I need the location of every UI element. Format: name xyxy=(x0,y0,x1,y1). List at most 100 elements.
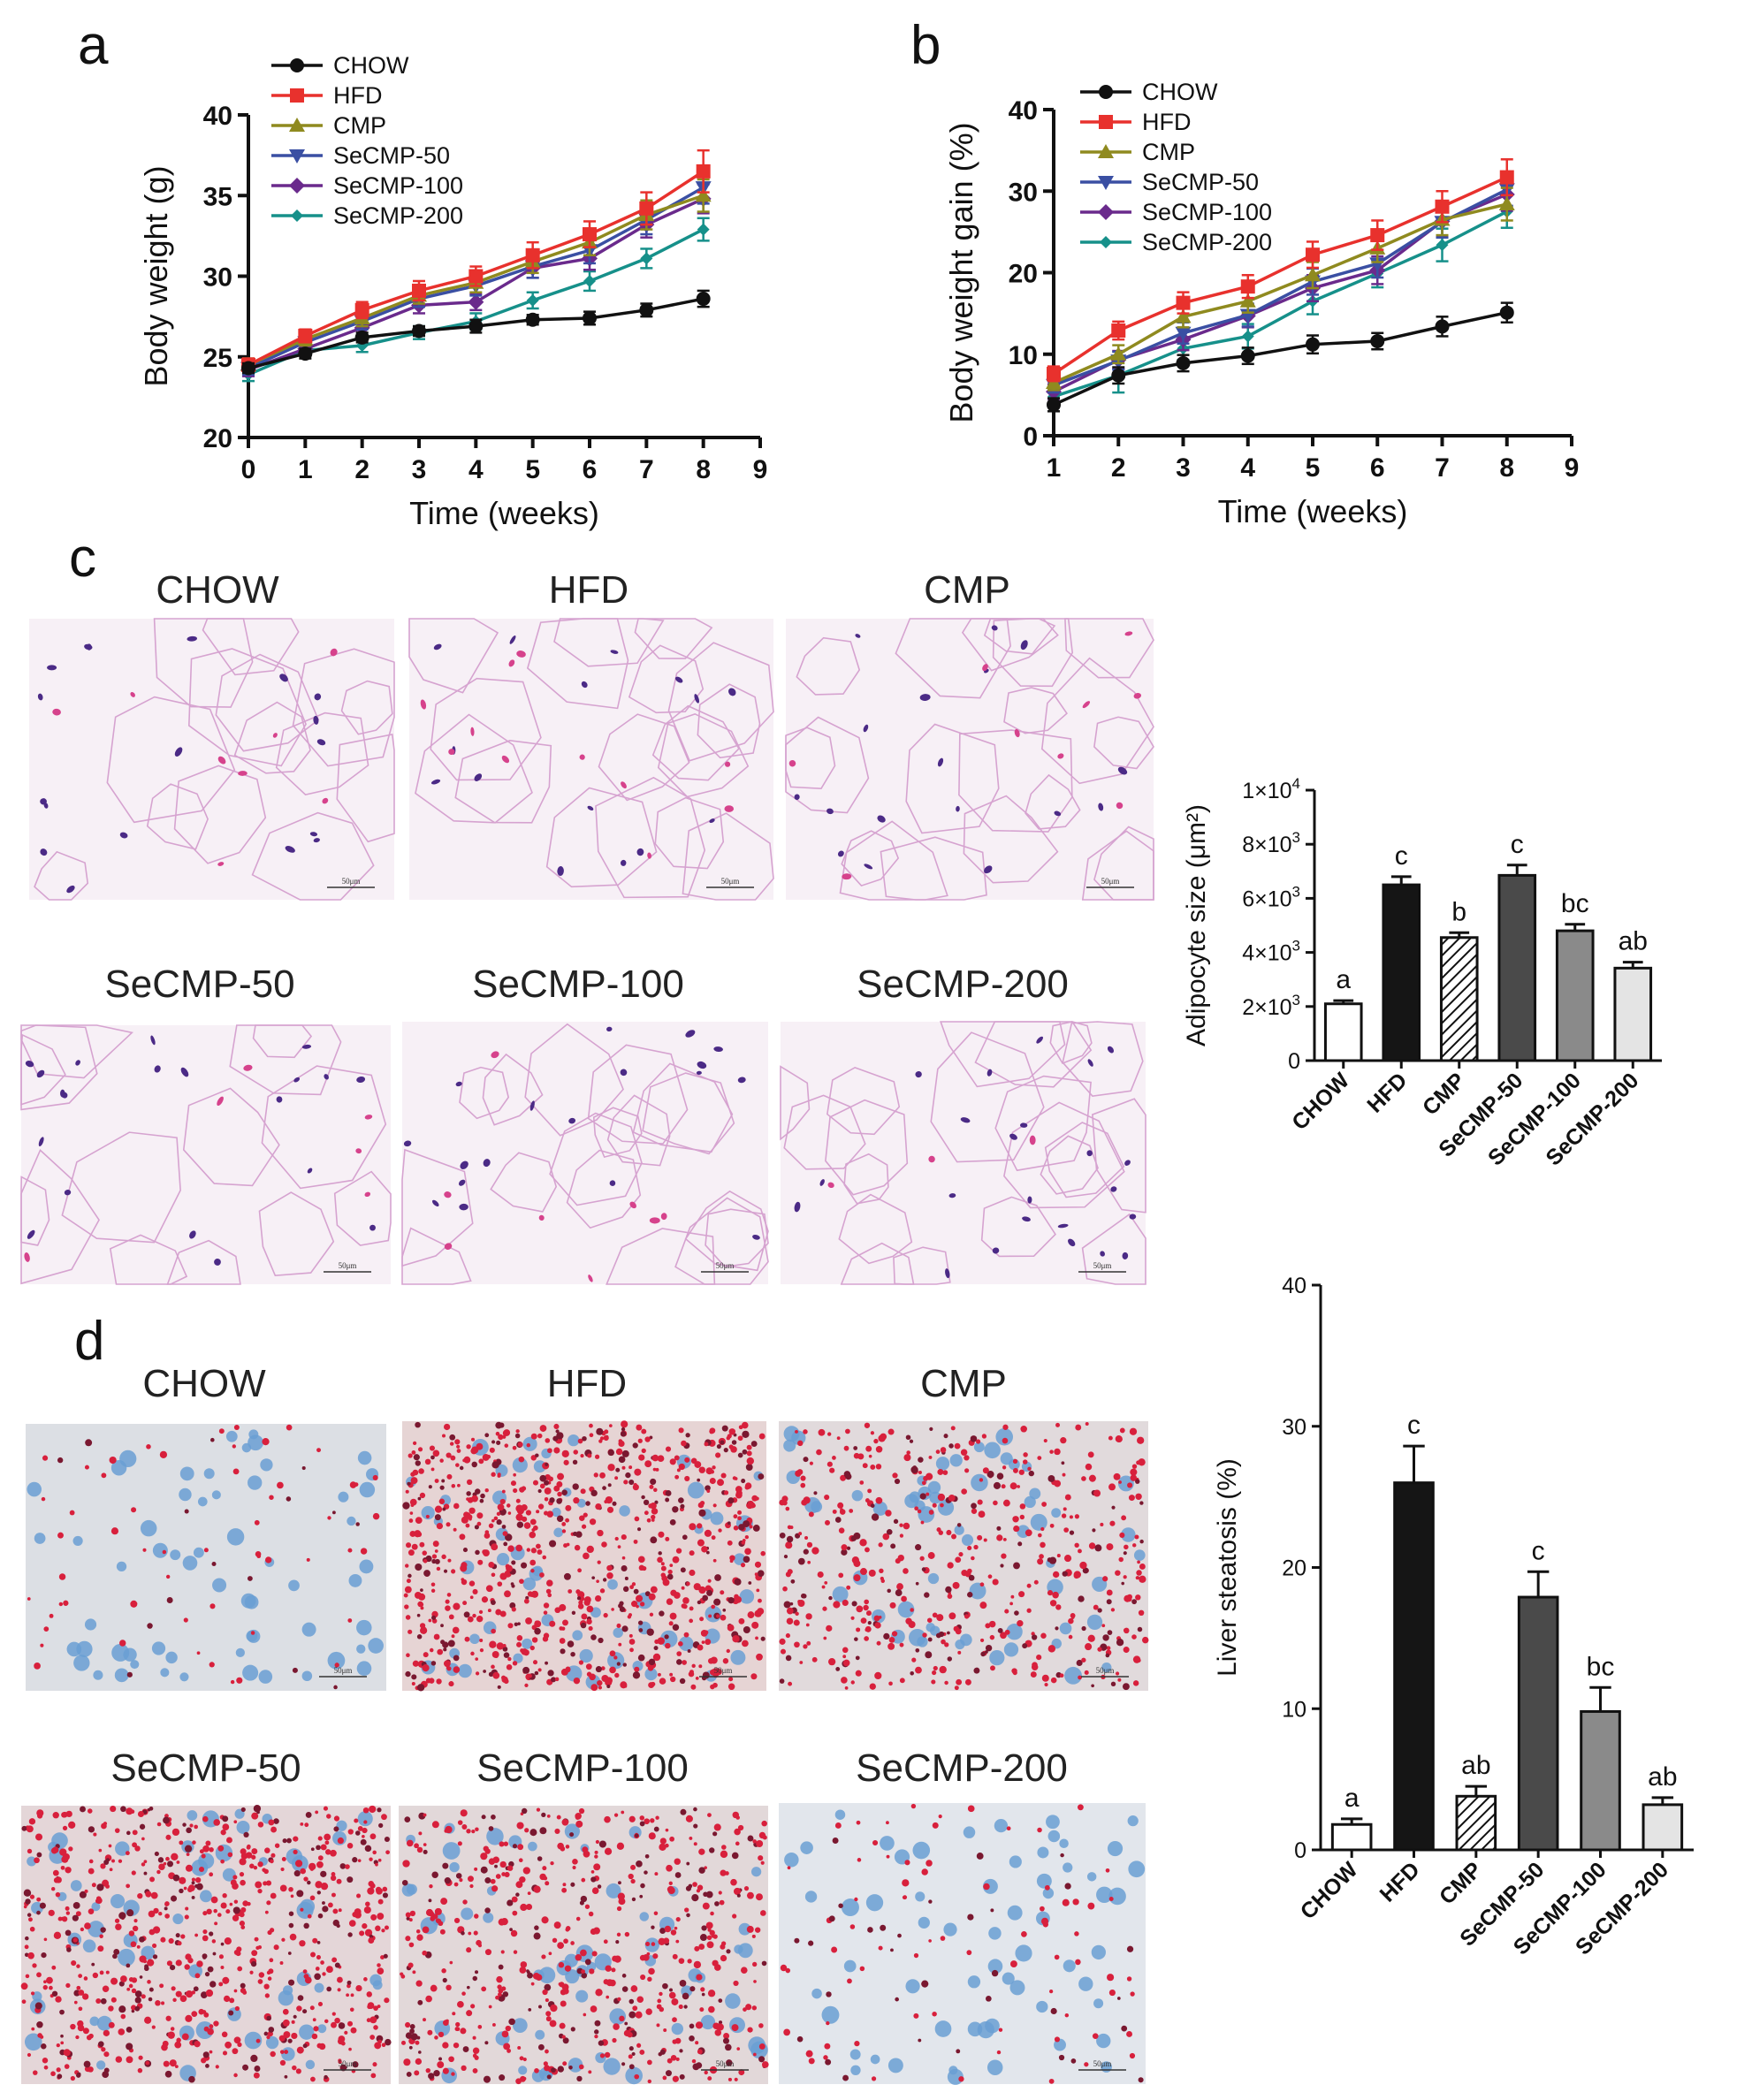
lipid-droplet xyxy=(184,1964,190,1970)
nucleus xyxy=(709,818,715,824)
lipid-droplet xyxy=(860,1617,867,1624)
lipid-droplet xyxy=(663,2028,667,2032)
lipid-droplet xyxy=(120,2013,126,2020)
nucleus xyxy=(621,859,627,866)
hepatocyte-nucleus xyxy=(301,1670,313,1682)
lipid-droplet xyxy=(831,1946,838,1953)
lipid-droplet xyxy=(632,1671,641,1679)
lipid-droplet xyxy=(181,2033,189,2041)
lipid-droplet xyxy=(282,2008,289,2015)
lipid-droplet xyxy=(952,1581,960,1589)
lipid-droplet xyxy=(967,1805,975,1813)
lipid-droplet xyxy=(878,1945,883,1951)
lipid-droplet xyxy=(97,1945,104,1952)
lipid-droplet xyxy=(701,1546,708,1553)
nucleus xyxy=(431,1199,439,1207)
lipid-droplet xyxy=(489,1447,495,1453)
micrograph-label-hfd: HFD xyxy=(549,568,628,612)
micrograph-tile: 50μm xyxy=(20,1024,392,1285)
lipid-droplet xyxy=(438,2057,442,2061)
lipid-droplet xyxy=(154,1851,159,1857)
lipid-droplet xyxy=(406,1916,410,1921)
hepatocyte-nucleus xyxy=(613,1627,623,1639)
lipid-droplet xyxy=(742,1449,748,1455)
lipid-droplet xyxy=(590,2005,598,2012)
lipid-droplet xyxy=(498,1992,502,1997)
hepatocyte-nucleus xyxy=(116,1561,127,1572)
data-point-hfd xyxy=(525,247,540,262)
significance-letter: c xyxy=(1407,1411,1421,1440)
lipid-droplet xyxy=(646,1518,651,1523)
hepatocyte-nucleus xyxy=(1096,2033,1111,2049)
lipid-droplet xyxy=(655,1815,659,1820)
adipocyte-outline xyxy=(109,1234,188,1285)
lipid-droplet xyxy=(570,2027,575,2032)
lipid-droplet xyxy=(797,1440,804,1447)
lipid-droplet xyxy=(1040,1526,1045,1532)
lipid-droplet xyxy=(634,1516,640,1522)
bar-cmp xyxy=(1455,1794,1497,1852)
lipid-droplet xyxy=(550,1860,554,1866)
lipid-droplet xyxy=(674,1872,682,1878)
lipid-droplet xyxy=(665,1642,671,1649)
hepatocyte-nucleus xyxy=(1009,1855,1022,1868)
lipid-droplet xyxy=(490,1878,496,1884)
lipid-droplet xyxy=(737,1516,742,1521)
lipid-droplet xyxy=(759,1910,766,1916)
lipid-droplet xyxy=(102,1985,110,1993)
lipid-droplet xyxy=(618,1898,626,1906)
lipid-droplet xyxy=(472,2053,477,2058)
lipid-droplet xyxy=(758,2056,766,2063)
nucleus xyxy=(276,1096,283,1103)
hepatocyte-nucleus xyxy=(737,1943,753,1959)
lipid-droplet xyxy=(1113,1472,1121,1480)
lipid-droplet xyxy=(685,1815,693,1822)
lipid-droplet xyxy=(416,1634,423,1640)
lipid-droplet xyxy=(442,2067,449,2074)
lipid-droplet xyxy=(125,1851,130,1856)
lipid-droplet xyxy=(577,1438,583,1444)
lipid-droplet xyxy=(366,2018,371,2023)
lipid-droplet xyxy=(709,1428,714,1434)
lipid-droplet xyxy=(639,1954,646,1961)
lipid-droplet xyxy=(1130,1468,1138,1476)
lipid-droplet xyxy=(1043,1438,1047,1443)
lipid-droplet xyxy=(1028,1470,1034,1477)
lipid-droplet xyxy=(1088,1474,1096,1482)
lipid-droplet xyxy=(1123,1575,1127,1579)
hepatocyte-nucleus xyxy=(182,1556,198,1571)
lipid-droplet xyxy=(284,2074,288,2079)
lipid-droplet xyxy=(230,1679,235,1685)
lipid-droplet xyxy=(163,1861,167,1866)
lipid-droplet xyxy=(795,1430,798,1434)
lipid-droplet xyxy=(779,1678,785,1684)
lipid-droplet xyxy=(988,1620,996,1628)
lipid-droplet xyxy=(893,1518,899,1525)
adipocyte-outline xyxy=(826,1066,901,1136)
lipid-droplet xyxy=(70,2075,76,2081)
hepatocyte-nucleus xyxy=(24,2033,42,2051)
lipid-droplet xyxy=(746,1457,754,1465)
lipid-droplet xyxy=(235,1951,241,1957)
lipid-droplet xyxy=(737,1435,743,1442)
nucleus xyxy=(516,651,526,658)
lipid-droplet xyxy=(65,1810,72,1818)
lipid-droplet xyxy=(880,1579,885,1584)
lipid-droplet xyxy=(451,1483,456,1488)
lipid-droplet xyxy=(240,1807,246,1813)
nucleus xyxy=(217,756,226,765)
lipid-droplet xyxy=(294,1860,303,1868)
lipid-droplet xyxy=(689,1670,694,1675)
lipid-droplet xyxy=(727,1497,735,1504)
lipid-droplet xyxy=(28,1917,33,1922)
lipid-droplet xyxy=(828,1915,835,1922)
lipid-droplet xyxy=(797,1600,802,1604)
lipid-droplet xyxy=(434,1479,439,1483)
bar-secmp-100 xyxy=(1580,1709,1621,1852)
hepatocyte-nucleus xyxy=(1091,1944,1106,1960)
lipid-droplet xyxy=(609,1424,613,1427)
lipid-droplet xyxy=(854,1637,858,1641)
lipid-droplet xyxy=(186,1853,190,1856)
lipid-droplet xyxy=(425,1555,432,1563)
lipid-droplet xyxy=(524,1828,529,1833)
